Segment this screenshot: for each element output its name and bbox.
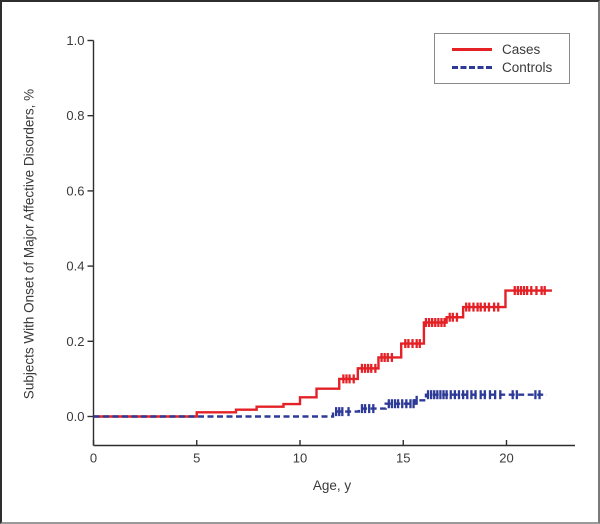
x-axis-label: Age, y	[312, 478, 352, 493]
y-tick-label: 0.2	[66, 334, 84, 349]
y-tick-label: 0.8	[66, 108, 84, 123]
x-tick-label: 0	[90, 451, 97, 466]
y-axis-label: Subjects With Onset of Major Affective D…	[21, 88, 37, 400]
x-tick-label: 5	[193, 451, 200, 466]
y-tick-label: 0.6	[66, 183, 84, 198]
y-tick-label: 0.4	[66, 259, 84, 274]
controls-curve	[93, 393, 547, 418]
legend-label-controls: Controls	[502, 60, 553, 75]
legend-item-cases: Cases	[452, 41, 569, 57]
legend-label-cases: Cases	[502, 41, 541, 57]
y-tick-label: 1.0	[66, 33, 84, 48]
legend: Cases Controls	[434, 33, 570, 84]
x-tick-label: 10	[293, 451, 307, 466]
legend-item-controls: Controls	[452, 61, 569, 75]
cases-line-swatch	[452, 47, 492, 51]
controls-line-swatch	[452, 66, 492, 70]
y-tick-label: 0.0	[66, 409, 84, 424]
x-tick-label: 20	[499, 451, 513, 466]
x-tick-label: 15	[396, 451, 410, 466]
cases-curve	[93, 289, 552, 418]
